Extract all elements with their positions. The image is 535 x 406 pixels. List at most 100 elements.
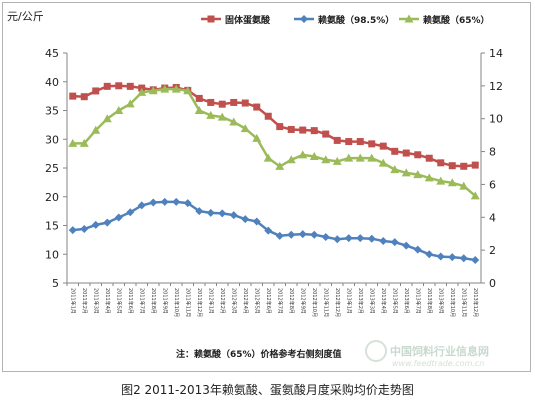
data-point: [344, 234, 353, 243]
data-point: [298, 230, 307, 239]
data-point: [207, 98, 215, 106]
data-point: [102, 114, 112, 123]
x-tick-label: 2013年1月: [345, 288, 352, 314]
x-tick-label: 2011年10月: [173, 288, 180, 317]
data-point: [92, 87, 100, 95]
watermark-logo-icon: [365, 340, 387, 362]
x-tick-label: 2013年7月: [414, 288, 421, 314]
right-y-tick-label: 6: [489, 178, 496, 191]
data-point: [241, 215, 250, 224]
data-point: [276, 123, 284, 131]
data-point: [275, 161, 285, 170]
data-point: [68, 226, 77, 235]
legend-marker: [207, 15, 215, 23]
x-tick-label: 2013年2月: [357, 288, 364, 314]
data-point: [459, 254, 468, 263]
x-tick-label: 2012年9月: [299, 288, 306, 314]
data-point: [321, 155, 331, 164]
legend-label: 赖氨酸（65%）: [423, 14, 490, 26]
watermark-title: 中国饲料行业信息网: [390, 344, 489, 358]
data-point: [126, 82, 134, 90]
left-y-tick-label: 25: [45, 162, 59, 175]
data-point: [424, 173, 434, 182]
data-point: [414, 151, 422, 159]
watermark: 中国饲料行业信息网 www.feedtrade.com.cn: [365, 340, 489, 368]
data-point: [471, 256, 480, 264]
x-tick-label: 2011年8月: [150, 288, 157, 314]
data-point: [195, 94, 203, 102]
chart-axes: 5 10 15 20 25 30 35 40 45 0 2 4 6 8 10 12 14 2011年1月 2011年…: [45, 47, 503, 317]
x-tick-label: 2012年8月: [288, 288, 295, 314]
left-y-tick-label: 20: [45, 191, 59, 204]
data-point: [252, 133, 262, 142]
data-point: [172, 197, 181, 206]
right-y-tick-label: 2: [489, 244, 496, 257]
data-point: [345, 138, 353, 146]
x-tick-label: 2013年12月: [472, 288, 479, 317]
x-tick-label: 2013年10月: [449, 288, 456, 317]
watermark-url: www.feedtrade.com.cn: [392, 359, 484, 368]
data-point: [413, 245, 422, 254]
right-y-tick-label: 4: [489, 211, 496, 224]
data-point: [80, 93, 88, 101]
x-tick-label: 2011年1月: [69, 288, 76, 314]
data-point: [470, 191, 480, 200]
data-point: [425, 250, 434, 259]
x-tick-label: 2012年4月: [242, 288, 249, 314]
legend-marker: [404, 14, 414, 23]
data-point: [322, 130, 330, 138]
x-tick-label: 2013年11月: [460, 288, 467, 317]
legend-label: 固体蛋氨酸: [225, 14, 271, 26]
x-tick-label: 2012年7月: [276, 288, 283, 314]
x-tick-label: 2012年3月: [230, 288, 237, 314]
right-y-tick-label: 14: [489, 47, 503, 60]
data-point: [195, 207, 204, 216]
data-point: [125, 99, 135, 108]
left-y-tick-label: 5: [52, 277, 59, 290]
data-point: [160, 197, 169, 206]
chart-series: [68, 82, 480, 264]
x-tick-label: 2011年11月: [184, 288, 191, 317]
data-point: [310, 127, 318, 135]
x-tick-label: 2012年10月: [311, 288, 318, 317]
x-tick-label: 2013年4月: [380, 288, 387, 314]
left-y-tick-label: 40: [45, 76, 59, 89]
x-tick-label: 2011年2月: [81, 288, 88, 314]
data-point: [115, 82, 123, 90]
data-point: [241, 99, 249, 107]
data-point: [356, 234, 365, 243]
data-point: [137, 201, 146, 210]
x-tick-label: 2011年5月: [115, 288, 122, 314]
x-tick-label: 2012年11月: [322, 288, 329, 317]
data-point: [298, 150, 308, 159]
series-1: [69, 82, 479, 170]
data-point: [436, 176, 446, 185]
data-point: [160, 84, 170, 93]
data-point: [402, 149, 410, 157]
chart-note: 注：赖氨酸（65%）价格参考右侧刻度值: [176, 348, 342, 360]
data-point: [391, 147, 399, 155]
x-tick-label: 2013年8月: [426, 288, 433, 314]
data-point: [194, 106, 204, 114]
data-point: [264, 226, 273, 235]
data-point: [114, 106, 124, 114]
data-point: [263, 153, 273, 162]
data-point: [332, 156, 342, 165]
data-point: [379, 237, 388, 246]
data-point: [137, 87, 147, 96]
data-point: [68, 138, 78, 147]
data-point: [264, 112, 272, 120]
data-point: [103, 218, 112, 227]
left-y-tick-label: 45: [45, 47, 59, 60]
data-point: [333, 235, 342, 244]
x-tick-label: 2013年5月: [391, 288, 398, 314]
data-point: [114, 213, 123, 222]
data-point: [471, 161, 479, 169]
chart-legend: 固体蛋氨酸 赖氨酸（98.5%） 赖氨酸（65%）: [201, 14, 490, 26]
data-point: [91, 220, 100, 229]
data-point: [460, 162, 468, 170]
data-point: [80, 224, 89, 233]
data-point: [69, 92, 77, 100]
figure-caption: 图2 2011-2013年赖氨酸、蛋氨酸月度采购均价走势图: [121, 383, 414, 397]
data-point: [402, 241, 411, 250]
